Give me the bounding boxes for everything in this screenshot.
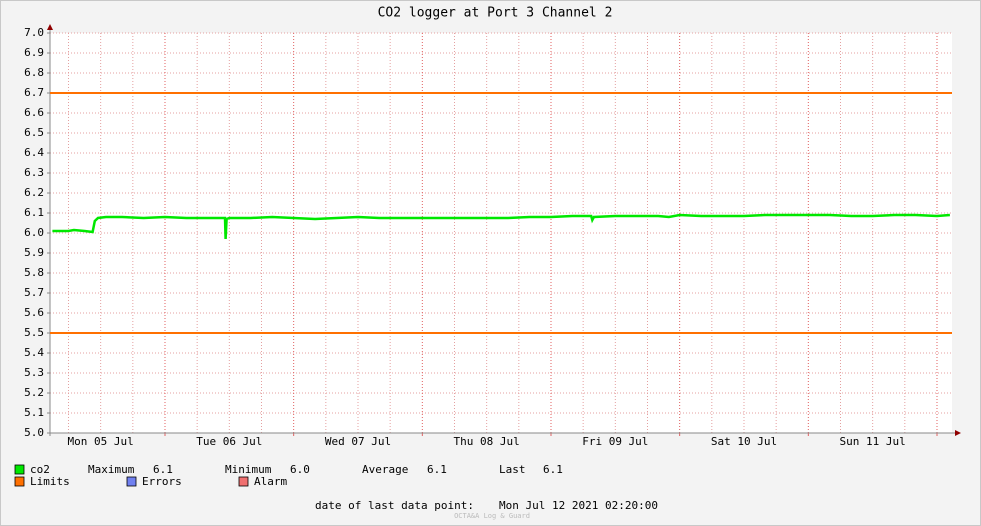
- footer-value: Mon Jul 12 2021 02:20:00: [499, 499, 658, 512]
- y-tick-label: 5.6: [24, 306, 44, 319]
- stat-value: 6.0: [290, 463, 310, 476]
- y-axis-arrow: [47, 24, 53, 30]
- legend-label: co2: [30, 463, 50, 476]
- x-tick-label: Mon 05 Jul: [68, 435, 134, 448]
- y-tick-label: 6.1: [24, 206, 44, 219]
- legend-swatch: [238, 476, 249, 487]
- x-tick-label: Tue 06 Jul: [196, 435, 262, 448]
- y-tick-label: 5.5: [24, 326, 44, 339]
- stat-label: Minimum: [225, 463, 272, 476]
- series-line: [52, 213, 950, 240]
- x-tick-label: Fri 09 Jul: [582, 435, 648, 448]
- y-tick-label: 5.3: [24, 366, 44, 379]
- y-tick-label: 6.9: [24, 46, 44, 59]
- y-tick-label: 6.2: [24, 186, 44, 199]
- grid: [47, 24, 961, 436]
- y-tick-label: 5.4: [24, 346, 44, 359]
- y-tick-label: 5.1: [24, 406, 44, 419]
- y-tick-label: 6.8: [24, 66, 44, 79]
- labels: 5.0 5.1 5.2 5.3 5.4 5.5 5.6 5.7 5.8 5.9 6.0 6.1 6.2 6…: [24, 26, 906, 448]
- stat-value: 6.1: [543, 463, 563, 476]
- chart-title: CO2 logger at Port 3 Channel 2: [378, 6, 613, 21]
- x-axis-arrow: [955, 430, 961, 436]
- y-tick-label: 6.5: [24, 126, 44, 139]
- marks: [50, 92, 952, 334]
- watermark: OCTA&A Log & Guard: [454, 512, 530, 520]
- y-tick-label: 5.8: [24, 266, 44, 279]
- y-tick-label: 6.6: [24, 106, 44, 119]
- y-tick-label: 5.0: [24, 426, 44, 439]
- y-tick-label: 6.4: [24, 146, 44, 159]
- legend-label: Errors: [142, 475, 182, 488]
- stat-label: Maximum: [88, 463, 135, 476]
- legend-swatch: [14, 464, 25, 475]
- stat-label: Average: [362, 463, 408, 476]
- x-tick-label: Thu 08 Jul: [454, 435, 520, 448]
- y-tick-label: 7.0: [24, 26, 44, 39]
- stat-label: Last: [499, 463, 526, 476]
- stat-value: 6.1: [427, 463, 447, 476]
- x-tick-label: Sun 11 Jul: [840, 435, 906, 448]
- y-tick-label: 6.3: [24, 166, 44, 179]
- legend-label: Limits: [30, 475, 70, 488]
- stat-value: 6.1: [153, 463, 173, 476]
- y-tick-label: 5.7: [24, 286, 44, 299]
- y-tick-label: 6.0: [24, 226, 44, 239]
- footer-label: date of last data point:: [315, 499, 474, 512]
- y-tick-label: 6.7: [24, 86, 44, 99]
- legend-label: Alarm: [254, 475, 287, 488]
- x-tick-label: Wed 07 Jul: [325, 435, 391, 448]
- x-tick-label: Sat 10 Jul: [711, 435, 777, 448]
- legend-swatch: [126, 476, 137, 487]
- y-tick-label: 5.9: [24, 246, 44, 259]
- legend-swatch: [14, 476, 25, 487]
- y-tick-label: 5.2: [24, 386, 44, 399]
